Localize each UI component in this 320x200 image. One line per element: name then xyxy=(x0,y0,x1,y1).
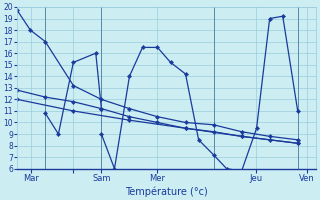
X-axis label: Température (°c): Température (°c) xyxy=(125,186,208,197)
